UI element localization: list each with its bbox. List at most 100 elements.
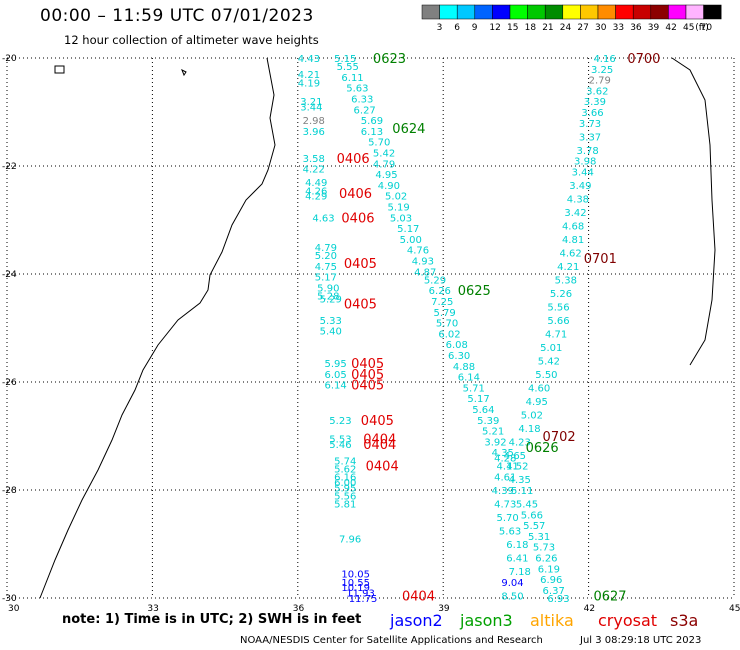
swh-value: 4.16 <box>593 54 615 65</box>
time-label: 0405 <box>344 298 377 313</box>
scale-swatch <box>527 4 546 20</box>
swh-value: 5.90 <box>317 284 339 295</box>
island-outline <box>54 65 65 74</box>
swh-value: 5.53 <box>329 435 351 446</box>
swh-value: 5.55 <box>337 62 359 73</box>
swh-value: 4.68 <box>562 221 584 232</box>
scale-label: 9 <box>472 23 478 33</box>
footer-date: Jul 3 08:29:18 UTC 2023 <box>580 635 702 646</box>
swh-value: 4.29 <box>305 192 327 203</box>
swh-value: 4.11 <box>497 462 519 473</box>
y-tick-label: -24 <box>2 270 17 280</box>
swh-value: 6.13 <box>361 127 383 138</box>
swh-value: 6.26 <box>429 286 451 297</box>
swh-value: 5.15 <box>334 54 356 65</box>
swh-value: 6.27 <box>354 105 376 116</box>
swh-value: 4.76 <box>407 246 429 257</box>
scale-label: 24 <box>560 23 572 33</box>
swh-value: 5.42 <box>373 149 395 160</box>
swh-value: 4.88 <box>453 362 475 373</box>
swh-value: 4.19 <box>298 78 320 89</box>
swh-value: 5.00 <box>400 235 422 246</box>
swh-value: 4.23 <box>509 437 531 448</box>
axis-labels: 30 33 36 39 42 45 -20 -22 -24 -26 -28 -30 <box>2 54 740 614</box>
swh-value: 5.19 <box>387 203 409 214</box>
swh-value: 4.65 <box>504 451 526 462</box>
swh-value: 5.20 <box>315 251 337 262</box>
scale-label: 42 <box>665 23 676 33</box>
time-label: 0627 <box>593 589 626 604</box>
swh-value: 7.25 <box>431 297 453 308</box>
swh-value: 5.02 <box>521 410 543 421</box>
scale-label: 33 <box>613 23 624 33</box>
swh-value: 5.29 <box>424 275 446 286</box>
time-label: 0404 <box>402 589 435 604</box>
swh-value: 3.39 <box>584 97 606 108</box>
scale-label: 15 <box>507 23 518 33</box>
swh-value: 5.11 <box>511 486 533 497</box>
legend-jason3: jason3 <box>460 611 513 630</box>
swh-value: 7.18 <box>509 567 531 578</box>
swh-value: 5.45 <box>516 500 538 511</box>
scale-swatch <box>632 4 652 20</box>
time-label: 0404 <box>363 438 396 453</box>
swh-value: 6.11 <box>341 73 363 84</box>
swh-value: 5.71 <box>463 383 485 394</box>
scale-label: 45 <box>683 23 694 33</box>
legend-cryosat: cryosat <box>598 611 658 630</box>
time-label: 0405 <box>351 379 384 394</box>
swh-value: 5.64 <box>472 405 494 416</box>
map-title: 00:00 – 11:59 UTC 07/01/2023 <box>40 6 314 26</box>
swh-value: 9.04 <box>501 578 523 589</box>
scale-swatch <box>474 4 493 20</box>
swh-value: 5.33 <box>320 316 342 327</box>
swh-value: 5.28 <box>317 292 339 303</box>
swh-value: 7.96 <box>339 535 361 546</box>
swh-value: 5.29 <box>320 294 342 305</box>
time-label: 0406 <box>339 187 372 202</box>
swh-value: 4.62 <box>560 248 582 259</box>
swh-value: 2.79 <box>589 76 611 87</box>
swh-value: 6.30 <box>448 351 470 362</box>
swh-value: 4.38 <box>567 194 589 205</box>
swh-value: 4.93 <box>412 257 434 268</box>
swh-value: 4.26 <box>305 186 327 197</box>
swh-value: 10.19 <box>341 583 370 594</box>
swh-value: 3.92 <box>484 437 506 448</box>
swh-value: 5.46 <box>329 440 351 451</box>
swh-value: 4.35 <box>492 448 514 459</box>
scale-label: 18 <box>525 23 537 33</box>
swh-value: 5.21 <box>482 427 504 438</box>
swh-value: 11.93 <box>346 589 375 600</box>
swh-value: 3.62 <box>586 86 608 97</box>
time-label: 0700 <box>627 52 660 67</box>
x-tick-label: 33 <box>147 604 158 614</box>
swh-value: 5.70 <box>368 138 390 149</box>
swh-value: 6.41 <box>506 554 528 565</box>
swh-value: 3.98 <box>574 157 596 168</box>
scale-label: 70 <box>701 23 713 33</box>
footer-credit: NOAA/NESDIS Center for Satellite Applica… <box>240 635 543 646</box>
time-label: 0702 <box>543 430 576 445</box>
swh-value: 6.05 <box>324 370 346 381</box>
time-label: 0623 <box>373 52 406 67</box>
swh-value: 4.35 <box>509 475 531 486</box>
scale-swatch <box>685 4 704 20</box>
swh-value: 5.74 <box>334 456 356 467</box>
footer-note: note: 1) Time is in UTC; 2) SWH is in fe… <box>62 612 362 627</box>
time-label: 0404 <box>366 460 399 475</box>
swh-value: 5.62 <box>334 464 356 475</box>
swh-value: 10.05 <box>341 570 370 581</box>
swh-value: 6.18 <box>506 540 528 551</box>
swh-value: 5.81 <box>334 500 356 511</box>
swh-value: 6.14 <box>324 381 346 392</box>
scale-swatch <box>544 4 564 20</box>
swh-value: 4.52 <box>506 462 528 473</box>
swh-value: 2.98 <box>303 116 325 127</box>
swh-value: 3.42 <box>564 208 586 219</box>
swh-value: 6.33 <box>351 95 373 106</box>
swh-value: 3.73 <box>579 119 601 130</box>
swh-value: 5.17 <box>315 273 337 284</box>
